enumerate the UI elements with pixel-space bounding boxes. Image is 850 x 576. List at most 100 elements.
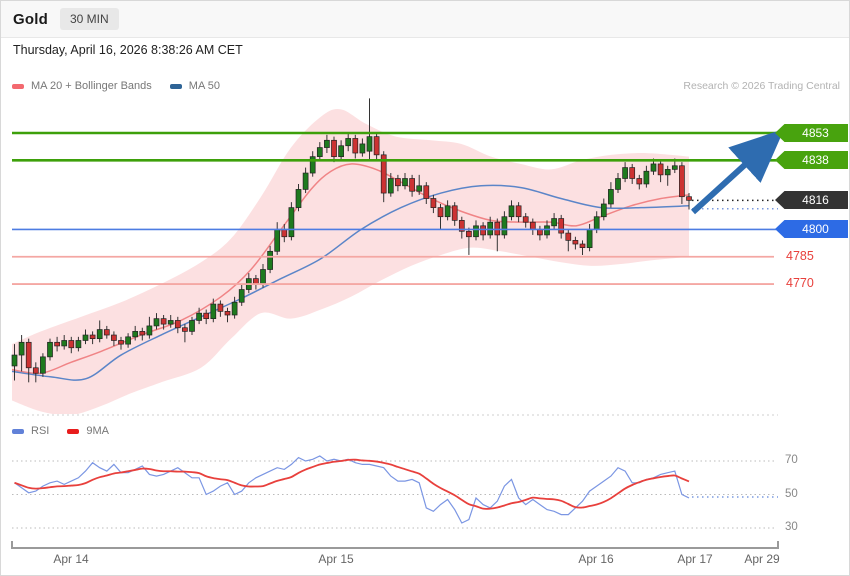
level-badge-4838: 4838	[775, 151, 848, 169]
candle-up	[96, 329, 103, 340]
candle-up	[402, 178, 408, 187]
timeframe-badge: 30 MIN	[59, 8, 119, 30]
candle-up	[146, 325, 153, 336]
candle-up	[473, 225, 479, 238]
candle-down	[217, 303, 224, 312]
candle-down	[281, 229, 288, 238]
candle-up	[82, 334, 89, 341]
legend-ma20-bollinger: MA 20 + Bollinger Bands	[12, 80, 152, 92]
candle-down	[68, 340, 75, 349]
candle-up	[309, 156, 316, 174]
candle-up	[18, 341, 25, 356]
candle-up	[316, 147, 323, 158]
rsi-9ma-line	[14, 458, 690, 510]
candle-down	[679, 165, 685, 198]
bollinger-band	[12, 109, 689, 414]
candle-down	[515, 205, 522, 218]
candle-down	[686, 196, 692, 201]
candle-down	[111, 334, 117, 341]
candle-down	[54, 341, 60, 347]
candle-down	[139, 331, 146, 336]
candle-up	[487, 221, 494, 236]
x-tick-apr-29: Apr 29	[744, 552, 780, 566]
candle-up	[61, 340, 68, 347]
candle-down	[430, 198, 437, 208]
candle-down	[558, 218, 565, 234]
rsi-9ma-swatch	[67, 428, 80, 434]
candle-up	[338, 145, 344, 158]
candle-up	[345, 138, 352, 147]
candle-up	[11, 354, 18, 367]
candle-up	[75, 340, 82, 349]
candle-down	[118, 340, 124, 345]
candle-up	[260, 269, 266, 285]
candle-down	[224, 311, 231, 316]
candle-up	[238, 289, 245, 303]
legend-rsi-label: RSI	[31, 425, 50, 437]
candle-down	[437, 207, 444, 218]
ma20-bollinger-swatch	[12, 83, 24, 89]
candle-up	[622, 167, 628, 179]
candle-down	[657, 163, 664, 176]
level-badge-4800: 4800	[775, 220, 848, 238]
candle-down	[352, 138, 359, 154]
instrument-title: Gold	[13, 10, 48, 28]
level-label-4785: 4785	[786, 249, 814, 263]
ma50-line	[11, 184, 690, 381]
candle-down	[395, 178, 401, 187]
legend-rsi-item: RSI	[12, 425, 49, 437]
legend-ma50-label: MA 50	[188, 80, 220, 92]
rsi-line	[14, 455, 690, 524]
candle-up	[47, 341, 53, 358]
candle-up	[615, 178, 621, 190]
candle-up	[196, 312, 202, 321]
candle-down	[174, 320, 181, 329]
legend-ma20-label: MA 20 + Bollinger Bands	[31, 80, 152, 92]
candle-up	[416, 185, 423, 192]
candle-up	[40, 356, 46, 374]
candle-down	[423, 185, 430, 199]
x-tick-apr-15: Apr 15	[318, 552, 354, 566]
candle-up	[231, 301, 238, 316]
candle-up	[302, 172, 309, 190]
rsi-scale-70: 70	[785, 454, 798, 466]
chart-datetime: Thursday, April 16, 2026 8:38:26 AM CET	[13, 43, 243, 57]
time-axis	[11, 541, 779, 549]
bullish-forecast-arrow	[690, 128, 785, 215]
candle-down	[565, 232, 572, 241]
candle-down	[25, 341, 32, 369]
candle-up	[544, 225, 550, 236]
candle-up	[650, 163, 657, 172]
candle-down	[529, 221, 536, 230]
level-badge-4816-last-price: 4816	[775, 191, 848, 209]
candle-up	[210, 303, 217, 319]
candle-down	[537, 229, 543, 236]
main-chart-legend: MA 20 + Bollinger Bands MA 50 Research ©…	[12, 80, 840, 92]
candle-up	[189, 320, 195, 332]
candle-up	[501, 216, 508, 236]
candle-down	[451, 205, 458, 221]
legend-ma50: MA 50	[169, 80, 220, 92]
candle-up	[671, 165, 678, 170]
rsi-scale-50: 50	[785, 488, 798, 500]
candle-up	[153, 318, 160, 327]
candle-up	[274, 229, 281, 252]
level-label-4770: 4770	[786, 276, 814, 290]
rsi-swatch	[12, 428, 24, 434]
candle-up	[600, 203, 607, 218]
rsi-scale-30: 30	[785, 521, 798, 533]
candle-up	[366, 136, 373, 152]
candle-down	[160, 318, 167, 325]
candle-up	[508, 205, 515, 218]
candle-up	[387, 178, 394, 194]
candle-down	[182, 327, 188, 332]
candle-down	[494, 221, 501, 236]
legend-9ma-item: 9MA	[67, 425, 109, 437]
candle-up	[125, 336, 131, 345]
candle-up	[593, 216, 600, 230]
level-badge-4853: 4853	[775, 124, 848, 142]
candle-down	[458, 220, 465, 232]
candle-up	[132, 331, 139, 338]
